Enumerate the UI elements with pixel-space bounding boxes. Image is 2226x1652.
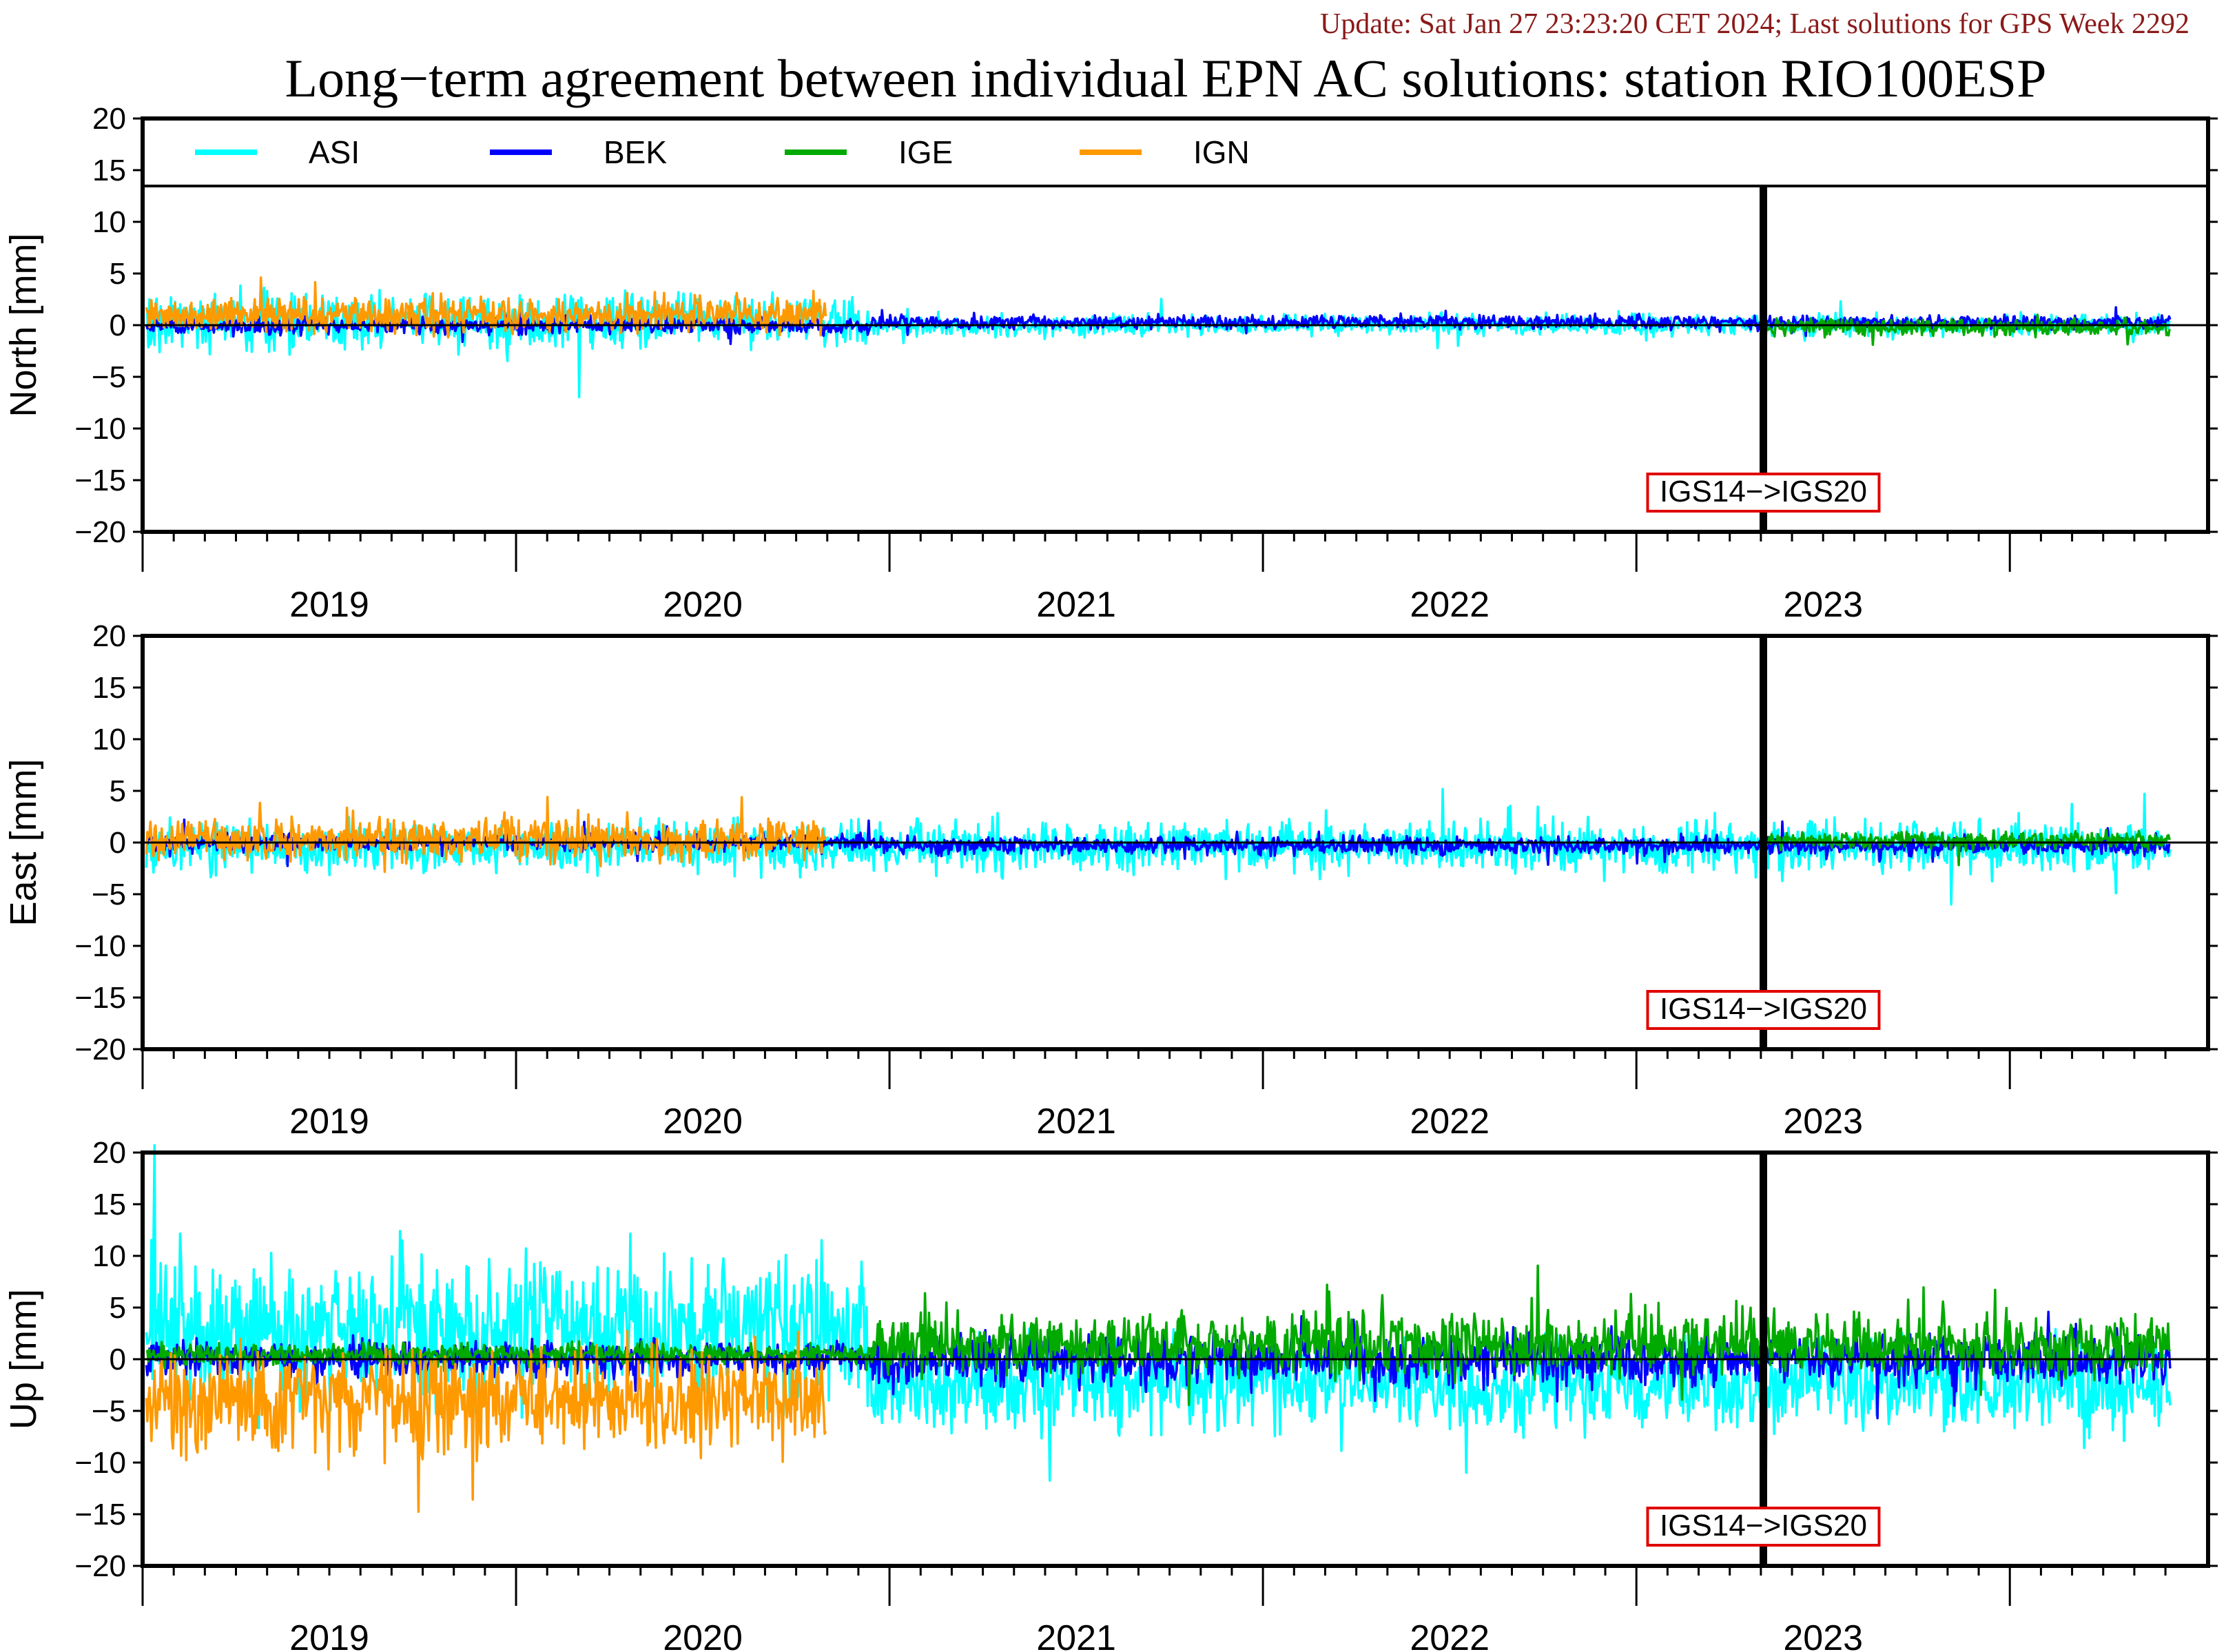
- series-line-ign: [145, 1330, 827, 1514]
- x-tick-label: 2021: [1036, 585, 1116, 625]
- y-tick-label: 10: [92, 205, 126, 239]
- y-tick-label: 20: [92, 1136, 126, 1170]
- x-tick-label: 2023: [1783, 1618, 1863, 1652]
- y-tick-label: −10: [74, 412, 126, 446]
- y-tick-label: −5: [92, 1394, 126, 1428]
- x-tick-label: 2022: [1410, 585, 1490, 625]
- y-tick-label: −10: [74, 929, 126, 963]
- y-tick-label: −15: [74, 1498, 126, 1531]
- plot-frame: [141, 634, 2210, 1051]
- update-text: Update: Sat Jan 27 23:23:20 CET 2024; La…: [1320, 8, 2189, 40]
- y-tick-label: 20: [92, 102, 126, 136]
- y-tick-label: 5: [110, 774, 126, 808]
- y-tick-label: 0: [110, 1343, 126, 1376]
- series-line-ign: [145, 276, 827, 339]
- panel-up: 20 15 10 5 0 −5 −10 −15 −20 Up [mm] 2019 2020 2021 20…: [3, 1136, 2218, 1652]
- annotation-label: IGS14−>IGS20: [1660, 992, 1867, 1026]
- legend-label-ige: IGE: [898, 134, 953, 170]
- x-tick-label: 2022: [1410, 1618, 1490, 1652]
- x-tick-label: 2022: [1410, 1102, 1490, 1142]
- y-tick-label: −10: [74, 1446, 126, 1480]
- y-axis-title: North [mm]: [3, 233, 44, 417]
- y-tick-label: 15: [92, 154, 126, 187]
- y-tick-label: 5: [110, 1291, 126, 1325]
- y-tick-label: −20: [74, 1033, 126, 1066]
- legend-label-bek: BEK: [604, 134, 667, 170]
- plot-frame: [141, 116, 2210, 534]
- y-tick-label: 0: [110, 309, 126, 342]
- annotation-label: IGS14−>IGS20: [1660, 475, 1867, 508]
- annotation-box: [1646, 990, 1881, 1030]
- y-tick-label: 10: [92, 723, 126, 756]
- x-tick-label: 2020: [663, 585, 743, 625]
- x-tick-label: 2021: [1036, 1102, 1116, 1142]
- y-axis-title: East [mm]: [3, 758, 44, 926]
- y-tick-label: 20: [92, 619, 126, 653]
- legend-label-ign: IGN: [1193, 134, 1250, 170]
- y-tick-label: 0: [110, 826, 126, 860]
- x-tick-label: 2020: [663, 1618, 743, 1652]
- y-tick-label: 15: [92, 1188, 126, 1221]
- annotation-box: [1646, 473, 1881, 513]
- y-tick-label: −15: [74, 981, 126, 1015]
- series-group: [145, 1144, 2172, 1514]
- y-tick-label: −15: [74, 464, 126, 497]
- plot-frame: [141, 1150, 2210, 1568]
- y-tick-label: −5: [92, 878, 126, 911]
- annotation-box: [1646, 1507, 1881, 1547]
- legend-label-asi: ASI: [309, 134, 360, 170]
- x-tick-label: 2019: [289, 585, 369, 625]
- x-tick-label: 2019: [289, 1102, 369, 1142]
- y-tick-label: −20: [74, 515, 126, 549]
- y-tick-label: −5: [92, 360, 126, 394]
- panel-north: 20 15 10 5 0 −5 −10 −15 −20 North [mm] 2019 2020 202…: [3, 102, 2218, 625]
- y-tick-label: 15: [92, 671, 126, 705]
- y-tick-label: −20: [74, 1549, 126, 1583]
- y-tick-label: 5: [110, 257, 126, 291]
- panel-east: 20 15 10 5 0 −5 −10 −15 −20 East [mm] 2019 2020 2021…: [3, 619, 2218, 1142]
- series-line-ign: [145, 796, 827, 874]
- x-tick-label: 2019: [289, 1618, 369, 1652]
- series-line-ige: [145, 1264, 2172, 1407]
- chart-title: Long−term agreement between individual E…: [285, 48, 2046, 108]
- legend: ASI BEK IGE IGN: [195, 134, 1250, 170]
- x-tick-label: 2023: [1783, 1102, 1863, 1142]
- y-axis-title: Up [mm]: [3, 1289, 44, 1429]
- annotation-label: IGS14−>IGS20: [1660, 1509, 1867, 1542]
- legend-background: [143, 118, 2208, 186]
- x-tick-label: 2020: [663, 1102, 743, 1142]
- y-tick-label: 10: [92, 1239, 126, 1273]
- x-tick-label: 2023: [1783, 585, 1863, 625]
- x-tick-label: 2021: [1036, 1618, 1116, 1652]
